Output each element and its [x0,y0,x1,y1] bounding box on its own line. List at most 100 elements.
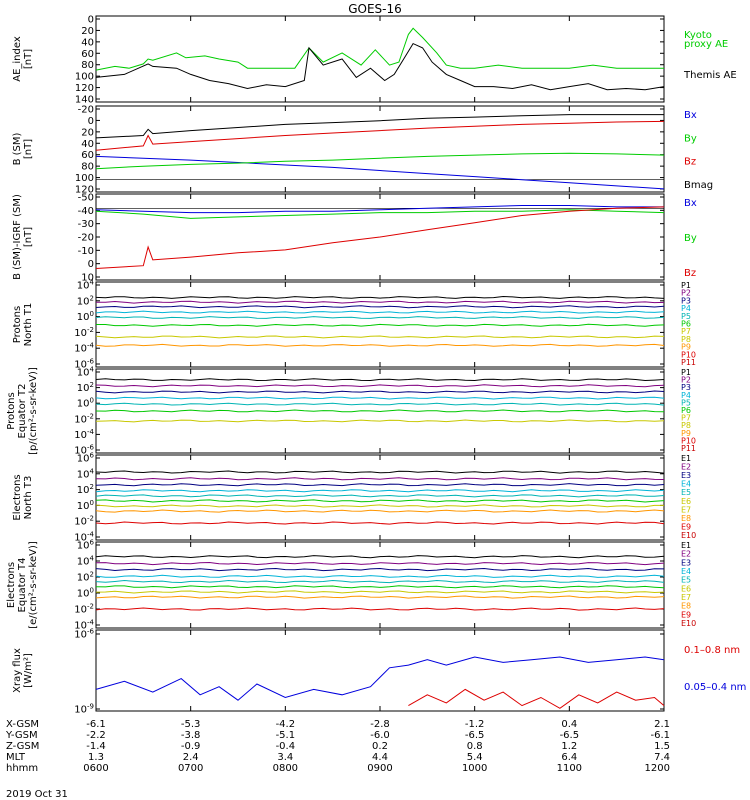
series-ee-e6 [95,585,665,589]
legend-pe-7: P7 [681,414,691,423]
legend-bigrf-3: Bz [684,268,696,279]
series-ee-e7 [95,590,665,594]
series-pn-p2 [95,300,665,304]
y-tick-label: 102 [77,483,94,496]
y-axis-label: [nT] [23,139,34,159]
ephemeris-value: 0900 [367,763,392,774]
series-pe-p6 [95,409,665,413]
ephemeris-label: hhmm [6,763,38,774]
legend-bsm-1: Bx [684,110,697,121]
legend-ee-5: E5 [681,576,691,585]
y-axis-label: Equator T4 [17,558,28,613]
legend-pn-11: P11 [681,358,696,367]
y-axis-label: [W/m²] [23,653,34,688]
panel-frame [95,15,665,103]
y-tick-label: -20 [78,105,94,116]
legend-pe-6: P6 [681,406,691,415]
y-tick-label: 100 [75,173,94,184]
ephemeris-value: -5.3 [181,719,201,730]
legend-pn-6: P6 [681,320,691,329]
ephemeris-value: 5.4 [467,752,483,763]
series-bsm-bmag [95,114,664,139]
panel-bigrf: -50 -40 -30 -20 -10 0 10 B (SM)-IGRF (SM) [nT] Bx… [12,193,697,284]
y-tick-label: -10 [78,246,94,257]
legend-pn-1: P1 [681,281,691,290]
legend-en-8: E8 [681,514,691,523]
legend-pe-10: P10 [681,436,696,445]
y-tick-label: 120 [75,185,94,196]
ephemeris-value: -1.4 [86,741,106,752]
ephemeris-value: -2.8 [370,719,390,730]
legend-bigrf-1: Bx [684,198,697,209]
y-tick-label: 40 [81,37,94,48]
series-bsm-by [95,152,665,170]
ephemeris-value: 1200 [645,763,670,774]
y-tick-label: 104 [77,279,95,292]
series-en-e6 [95,499,665,503]
y-tick-label: 104 [77,555,95,568]
legend-bsm-2: By [684,133,697,144]
ephemeris-label: Y-GSM [5,730,38,741]
ephemeris-value: 0600 [83,763,108,774]
y-tick-label: 102 [77,381,94,394]
legend-pe-9: P9 [681,429,691,438]
series-ae-themis-ae [95,42,665,91]
legend-xray-2: 0.05–0.4 nm [684,682,746,693]
legend-en-1: E1 [681,454,691,463]
y-tick-label: 140 [75,95,94,106]
y-tick-label: 104 [77,366,95,379]
y-tick-label: 10-2 [74,412,94,425]
y-tick-label: -40 [78,206,94,217]
ephemeris-value: 0.4 [561,719,577,730]
series-ee-e2 [95,561,665,566]
ephemeris-value: 0700 [178,763,203,774]
series-en-e1 [95,470,665,474]
y-tick-label: -30 [78,219,94,230]
y-tick-label: 80 [81,162,94,173]
ephemeris-value: 6.4 [561,752,577,763]
date-label: 2019 Oct 31 [6,789,68,800]
ephemeris-value: 1000 [462,763,487,774]
legend-pn-3: P3 [681,296,691,305]
legend-en-9: E9 [681,522,691,531]
y-tick-label: 10-2 [74,326,94,339]
legend-en-2: E2 [681,463,691,472]
y-tick-label: 100 [77,310,94,323]
y-axis-label: Protons [12,306,23,343]
y-axis-label: Equator T2 [17,384,28,439]
series-bigrf-bx [95,205,664,214]
legend-pe-3: P3 [681,383,691,392]
ephemeris-value: 1100 [557,763,582,774]
series-ee-e3 [95,567,665,572]
y-tick-label: 20 [81,26,94,37]
legend-en-7: E7 [681,505,691,514]
ephemeris-value: -4.2 [276,719,296,730]
ephemeris-value: 0800 [273,763,298,774]
y-tick-label: 106 [77,539,95,552]
y-tick-label: 102 [77,571,94,584]
ephemeris-value: 3.4 [277,752,293,763]
series-pe-p1 [95,378,665,382]
legend-pn-5: P5 [681,312,691,321]
y-tick-label: 100 [77,397,94,410]
ephemeris-label: Z-GSM [6,741,39,752]
series-pn-p5 [95,316,665,319]
panel-frame [95,105,665,193]
legend-pn-2: P2 [681,289,691,298]
ephemeris-value: -0.9 [181,741,201,752]
series-en-e2 [95,477,665,481]
ephemeris-value: -6.1 [650,730,670,741]
legend-ee-8: E8 [681,602,691,611]
y-tick-label: 10-9 [74,703,94,716]
legend-ae-2: proxy AE [684,39,728,50]
y-tick-label: 20 [81,127,94,138]
y-tick-label: 104 [77,467,95,480]
series-ee-e1 [95,555,665,559]
ephemeris-value: 4.4 [372,752,388,763]
ephemeris-value: -2.2 [86,730,106,741]
